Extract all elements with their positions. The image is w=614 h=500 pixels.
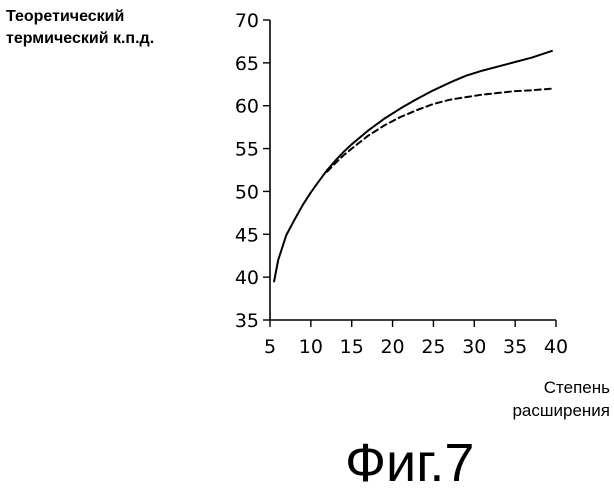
x-axis-label: Степень расширения	[512, 376, 610, 422]
y-axis-label: Теоретический термический к.п.д.	[6, 6, 154, 50]
x-tick-label-15: 15	[340, 336, 364, 358]
x-axis-label-line-1: Степень	[543, 378, 610, 397]
x-tick-label-10: 10	[299, 336, 323, 358]
y-tick-label-65: 65	[235, 53, 259, 75]
x-tick-label-25: 25	[421, 336, 445, 358]
x-tick-label-35: 35	[503, 336, 527, 358]
x-tick-label-20: 20	[380, 336, 404, 358]
x-tick-label-30: 30	[462, 336, 486, 358]
y-axis-label-line-1: Теоретический	[6, 8, 125, 25]
y-tick-label-50: 50	[235, 181, 259, 203]
y-tick-label-35: 35	[235, 310, 259, 332]
y-tick-label-45: 45	[235, 224, 259, 246]
series-line-1-solid	[273, 49, 553, 283]
y-tick-label-70: 70	[235, 10, 259, 32]
x-axis-label-line-2: расширения	[512, 401, 610, 420]
y-tick-label-55: 55	[235, 139, 259, 161]
figure-caption: Фиг.7	[345, 433, 475, 493]
y-tick-label-60: 60	[235, 96, 259, 118]
x-tick-label-40: 40	[544, 336, 568, 358]
y-tick-label-40: 40	[235, 267, 259, 289]
series-line-2-dashed	[326, 87, 553, 173]
y-axis-label-line-2: термический к.п.д.	[6, 30, 155, 47]
x-tick-label-5: 5	[264, 336, 276, 358]
